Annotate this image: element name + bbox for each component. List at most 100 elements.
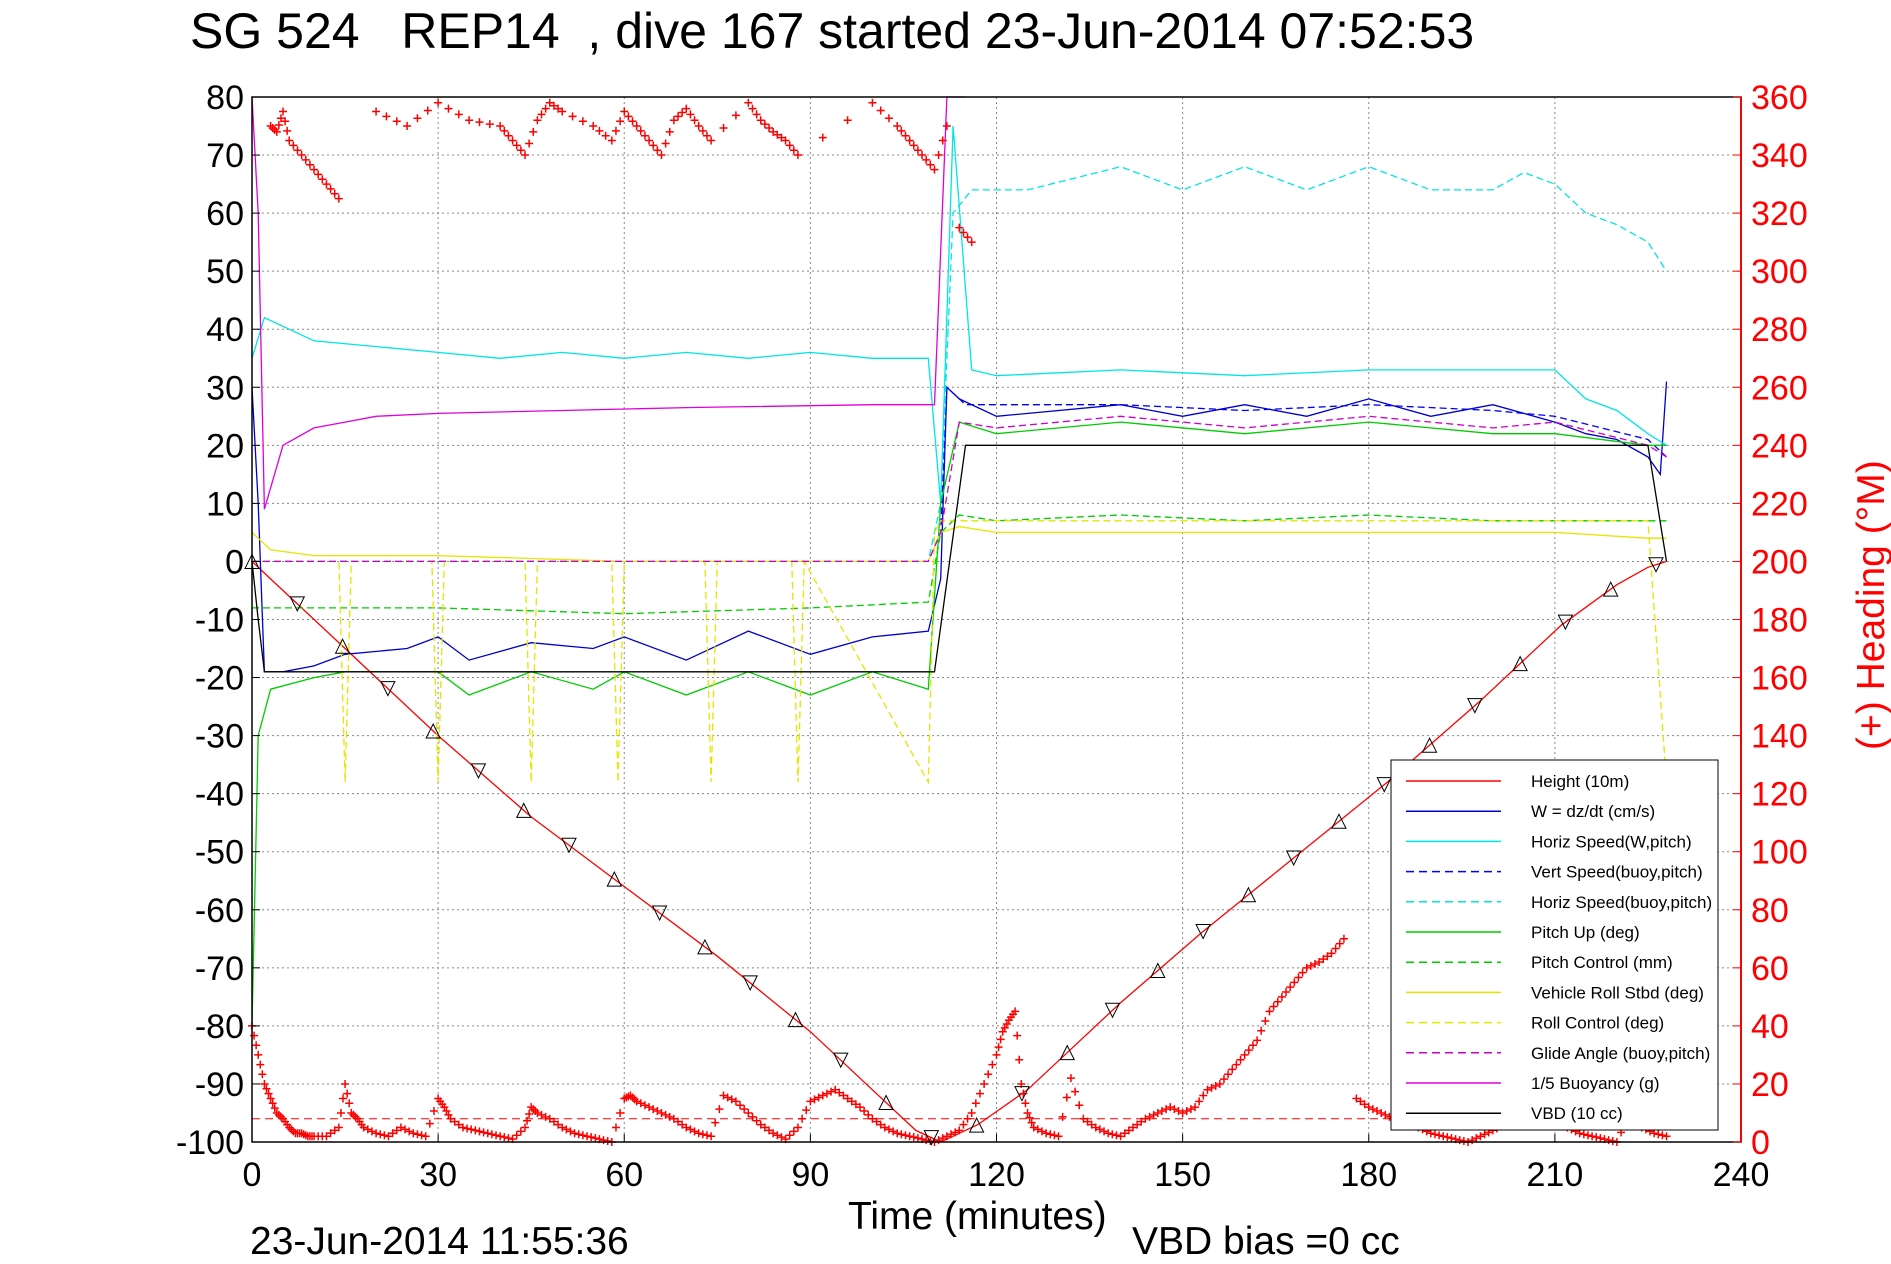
height-marker	[651, 905, 668, 922]
height-marker	[1285, 850, 1302, 867]
heading-point	[479, 1128, 488, 1137]
series-line	[251, 444, 1668, 673]
heading-point	[1290, 978, 1299, 987]
heading-point	[1178, 1108, 1187, 1117]
y2-tick-label: 160	[1751, 660, 1808, 698]
heading-point	[777, 133, 786, 142]
heading-point	[653, 1107, 662, 1116]
heading-point	[1575, 1129, 1584, 1138]
heading-point	[1211, 1081, 1220, 1090]
heading-point	[1054, 1132, 1063, 1141]
heading-point	[1480, 1130, 1489, 1139]
heading-point	[769, 1129, 778, 1138]
y-tick-label: 50	[206, 253, 244, 291]
heading-point	[1033, 1125, 1042, 1134]
legend-label: VBD (10 cc)	[1531, 1104, 1623, 1123]
heading-point	[1654, 1130, 1663, 1139]
heading-point	[403, 122, 412, 131]
heading-point	[798, 1114, 807, 1123]
heading-point	[434, 98, 443, 107]
heading-point	[330, 1126, 339, 1135]
heading-point	[636, 1099, 645, 1108]
heading-point	[1104, 1129, 1113, 1138]
heading-point	[1286, 983, 1295, 992]
heading-point	[266, 1094, 275, 1103]
heading-point	[843, 1094, 852, 1103]
heading-point	[661, 1110, 670, 1119]
y2-tick-label: 20	[1751, 1066, 1789, 1104]
heading-point	[396, 1123, 405, 1132]
y-tick-label: -50	[195, 834, 244, 872]
heading-point	[690, 1127, 699, 1136]
y2-axis-label: (+) Heading (°M)	[1850, 460, 1891, 750]
heading-point	[454, 110, 463, 119]
x-tick-label: 240	[1713, 1156, 1770, 1194]
heading-point	[409, 1129, 418, 1138]
heading-point	[905, 136, 914, 145]
heading-point	[744, 98, 753, 107]
heading-point	[938, 1134, 947, 1143]
heading-point	[636, 126, 645, 135]
heading-point	[1430, 1130, 1439, 1139]
y-tick-label: -90	[195, 1066, 244, 1104]
series-line	[251, 125, 1667, 504]
heading-point	[1058, 1112, 1067, 1121]
heading-point	[1046, 1130, 1055, 1139]
heading-point	[268, 1099, 277, 1108]
height-marker	[832, 1052, 849, 1069]
heading-point	[719, 123, 728, 132]
heading-point	[1013, 1031, 1022, 1040]
y2-tick-label: 220	[1751, 485, 1808, 523]
y2-tick-label: 360	[1751, 79, 1808, 117]
heading-point	[996, 1035, 1005, 1044]
heading-point	[1364, 1103, 1373, 1112]
heading-point	[570, 1129, 579, 1138]
y2-tick-label: 120	[1751, 776, 1808, 814]
heading-point	[769, 127, 778, 136]
y2-tick-label: 180	[1751, 602, 1808, 640]
heading-point	[1141, 1114, 1150, 1123]
heading-point	[959, 228, 968, 237]
heading-point	[901, 1131, 910, 1140]
heading-point	[1476, 1132, 1485, 1141]
heading-point	[516, 1127, 525, 1136]
height-marker	[515, 802, 532, 818]
heading-point	[1608, 1137, 1617, 1146]
height-marker	[1331, 813, 1347, 829]
heading-point	[922, 155, 931, 164]
heading-point	[475, 1127, 484, 1136]
heading-point	[967, 1108, 976, 1117]
heading-point	[806, 1097, 815, 1106]
heading-point	[756, 116, 765, 125]
heading-point	[591, 1134, 600, 1143]
height-marker	[606, 871, 623, 887]
heading-point	[864, 1110, 873, 1119]
heading-point	[541, 104, 550, 113]
heading-point	[1468, 1136, 1477, 1145]
heading-point	[260, 1079, 269, 1088]
height-marker	[1104, 1002, 1121, 1019]
heading-point	[884, 1125, 893, 1134]
y-tick-label: 40	[206, 311, 244, 349]
x-tick-label: 90	[791, 1156, 829, 1194]
heading-point	[376, 1130, 385, 1139]
height-markers	[244, 553, 1664, 1146]
heading-point	[578, 117, 587, 126]
heading-point	[405, 1127, 414, 1136]
heading-point	[616, 117, 625, 126]
heading-point	[520, 1123, 529, 1132]
heading-point	[893, 122, 902, 131]
heading-point	[549, 101, 558, 110]
heading-point	[1174, 1107, 1183, 1116]
series-line	[252, 514, 1667, 615]
heading-point	[1207, 1083, 1216, 1092]
heading-point	[1203, 1085, 1212, 1094]
heading-point	[492, 1131, 501, 1140]
heading-point	[1269, 1002, 1278, 1011]
heading-point	[765, 1126, 774, 1135]
heading-point	[520, 151, 529, 160]
heading-point	[454, 1120, 463, 1129]
heading-point	[1265, 1007, 1274, 1016]
heading-point	[326, 184, 335, 193]
